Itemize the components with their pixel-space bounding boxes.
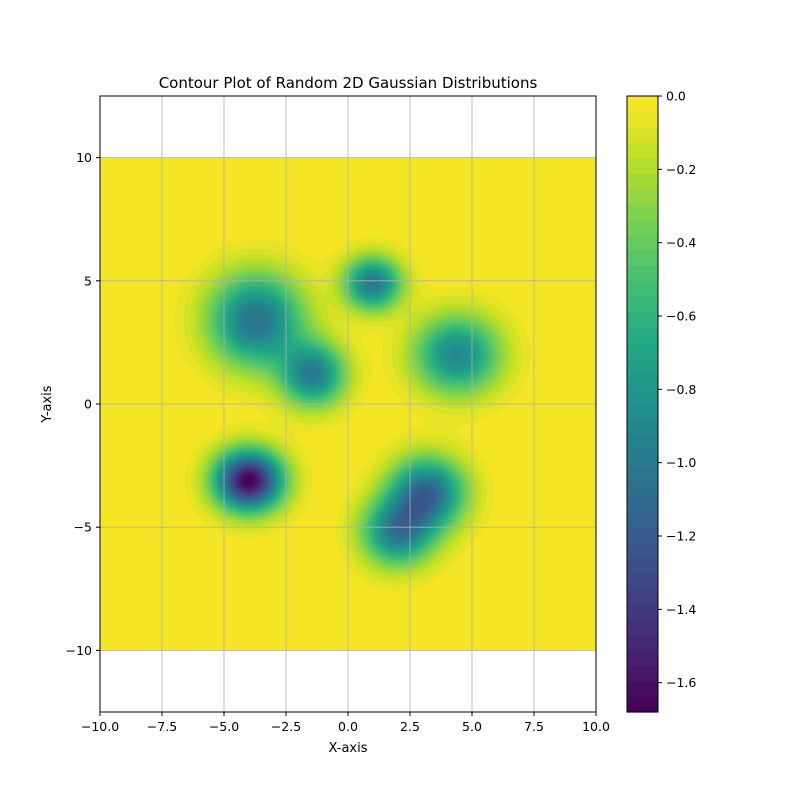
colorbar-tick-label: −0.2 [666, 162, 696, 177]
colorbar-tick-label: −1.2 [666, 529, 696, 544]
colorbar-tick-label: −0.4 [666, 235, 696, 250]
colorbar-band [627, 219, 658, 236]
x-tick-label: 7.5 [524, 719, 544, 734]
colorbar-band [627, 558, 658, 574]
y-axis-ticks: −10 −5 0 5 10 [66, 150, 100, 658]
x-tick-label: −10.0 [81, 719, 119, 734]
colorbar-band [627, 111, 658, 128]
colorbar-tick-label: −1.6 [666, 675, 696, 690]
colorbar-band [627, 188, 658, 205]
colorbar-band [627, 173, 658, 189]
colorbar-band [627, 419, 658, 436]
y-tick-label: 0 [84, 397, 92, 412]
colorbar-band [627, 542, 658, 559]
colorbar-band [627, 280, 658, 297]
colorbar-band [627, 250, 658, 266]
colorbar-band [627, 650, 658, 667]
x-axis-ticks: −10.0 −7.5 −5.0 −2.5 0.0 2.5 5.0 7.5 10.0 [81, 712, 610, 734]
y-tick-label: 5 [84, 273, 92, 288]
colorbar-band [627, 327, 658, 343]
colorbar-ticks: 0.0 −0.2 −0.4 −0.6 −0.8 −1.0 −1.2 −1.4 −1.6 [658, 89, 696, 690]
x-tick-label: 0.0 [338, 719, 358, 734]
colorbar-band [627, 157, 658, 174]
colorbar-tick-label: 0.0 [666, 89, 686, 104]
colorbar-band [627, 234, 658, 251]
colorbar-band [627, 434, 658, 451]
x-tick-label: 5.0 [462, 719, 482, 734]
colorbar-band [627, 465, 658, 482]
colorbar-band [627, 373, 658, 390]
colorbar-band [627, 404, 658, 420]
colorbar-band [627, 481, 658, 497]
colorbar-band [627, 635, 658, 651]
colorbar-band [627, 142, 658, 159]
colorbar-band [627, 696, 658, 713]
colorbar-band [627, 357, 658, 374]
colorbar-band [627, 265, 658, 282]
colorbar-band [627, 573, 658, 590]
colorbar-band [627, 527, 658, 544]
y-tick-label: −5 [74, 520, 92, 535]
y-tick-label: −10 [66, 643, 92, 658]
colorbar-band [627, 511, 658, 528]
colorbar-bands [627, 96, 658, 713]
x-tick-label: −7.5 [147, 719, 177, 734]
x-tick-label: −5.0 [209, 719, 239, 734]
colorbar-band [627, 203, 658, 220]
colorbar-band [627, 311, 658, 328]
colorbar-band [627, 604, 658, 621]
x-tick-label: −2.5 [271, 719, 301, 734]
colorbar-band [627, 96, 658, 112]
colorbar-band [627, 681, 658, 698]
colorbar-band [627, 450, 658, 467]
colorbar: 0.0 −0.2 −0.4 −0.6 −0.8 −1.0 −1.2 −1.4 −1.6 [626, 89, 696, 713]
x-axis-label: X-axis [329, 741, 368, 756]
colorbar-tick-label: −0.8 [666, 382, 696, 397]
colorbar-band [627, 296, 658, 313]
colorbar-tick-label: −1.0 [666, 455, 696, 470]
colorbar-band [627, 588, 658, 605]
x-tick-label: 2.5 [400, 719, 420, 734]
colorbar-band [627, 496, 658, 513]
y-tick-label: 10 [76, 150, 92, 165]
chart-title: Contour Plot of Random 2D Gaussian Distr… [159, 74, 538, 92]
colorbar-frame [626, 95, 659, 713]
colorbar-band [627, 342, 658, 359]
x-tick-label: 10.0 [582, 719, 610, 734]
colorbar-band [627, 665, 658, 682]
plot-area: −10.0 −7.5 −5.0 −2.5 0.0 2.5 5.0 7.5 10.0 −10 −5 0… [66, 95, 610, 734]
colorbar-band [627, 126, 658, 143]
colorbar-tick-label: −0.6 [666, 309, 696, 324]
colorbar-tick-label: −1.4 [666, 602, 696, 617]
colorbar-band [627, 619, 658, 636]
y-axis-label: Y-axis [40, 385, 55, 423]
grid-lines [99, 96, 597, 712]
colorbar-band [627, 388, 658, 405]
